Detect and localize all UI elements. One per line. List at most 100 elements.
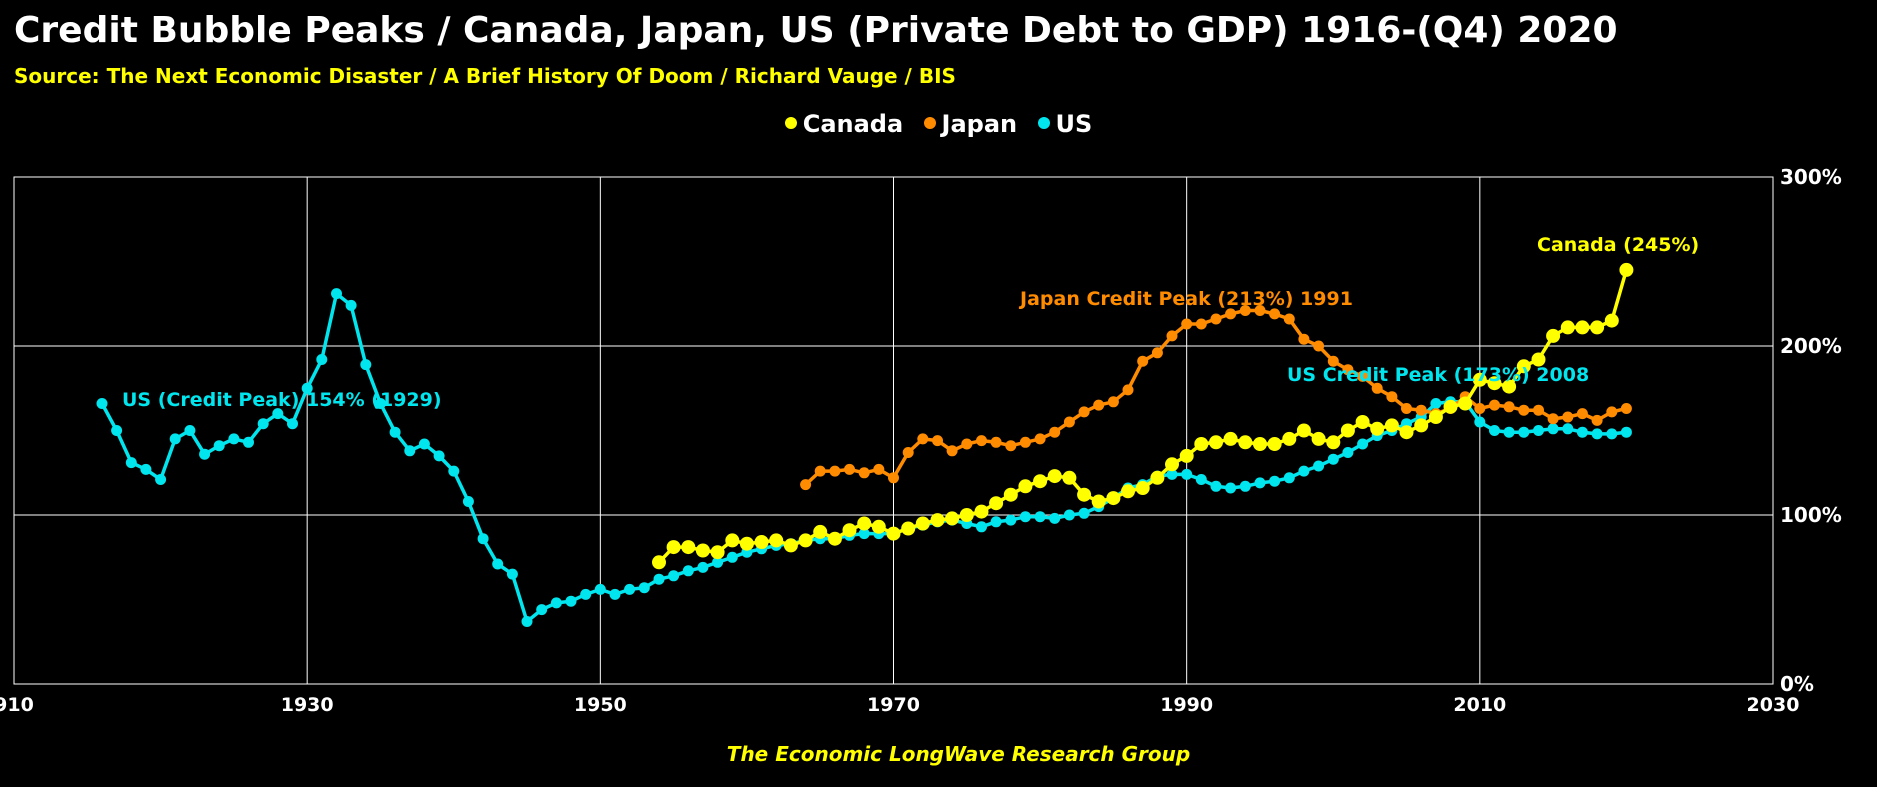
data-point-canada bbox=[1209, 435, 1223, 450]
data-point-japan bbox=[1606, 406, 1618, 418]
data-point-us bbox=[653, 573, 665, 585]
x-tick-label: 1970 bbox=[867, 694, 920, 716]
data-point-canada bbox=[871, 519, 886, 534]
data-point-japan bbox=[1620, 403, 1632, 414]
data-point-canada bbox=[754, 535, 769, 549]
data-point-canada bbox=[1443, 399, 1458, 414]
data-point-japan bbox=[917, 433, 929, 445]
data-point-japan bbox=[1225, 308, 1237, 320]
data-point-japan bbox=[1518, 404, 1530, 416]
data-point-us bbox=[184, 425, 196, 436]
data-point-us bbox=[1225, 482, 1237, 494]
data-point-us bbox=[404, 445, 416, 457]
legend-label-us: US bbox=[1055, 110, 1093, 138]
legend-item-japan: Japan bbox=[923, 110, 1018, 138]
x-tick-label: 1930 bbox=[281, 694, 334, 716]
data-point-us bbox=[213, 440, 225, 452]
data-point-japan bbox=[1049, 426, 1061, 438]
data-point-japan bbox=[1063, 416, 1075, 428]
data-point-us bbox=[462, 496, 474, 507]
data-point-canada bbox=[842, 523, 857, 538]
data-point-us bbox=[565, 595, 577, 607]
data-point-us bbox=[990, 516, 1002, 528]
data-point-japan bbox=[1093, 399, 1105, 411]
data-point-us bbox=[360, 359, 372, 371]
data-point-us bbox=[448, 465, 460, 477]
data-point-japan bbox=[1269, 308, 1281, 320]
data-point-japan bbox=[829, 465, 841, 477]
data-point-japan bbox=[1283, 313, 1295, 325]
data-point-canada bbox=[1033, 474, 1048, 489]
data-point-us bbox=[111, 425, 123, 436]
data-point-us bbox=[1327, 453, 1339, 465]
data-point-canada bbox=[1340, 423, 1355, 438]
data-point-canada bbox=[1091, 494, 1106, 509]
data-point-us bbox=[1489, 425, 1500, 436]
data-point-canada bbox=[1384, 418, 1399, 433]
data-point-canada bbox=[1370, 421, 1385, 436]
data-point-canada bbox=[739, 536, 754, 551]
data-point-canada bbox=[769, 533, 784, 548]
data-point-japan bbox=[888, 472, 899, 484]
data-point-canada bbox=[783, 538, 798, 553]
data-point-us bbox=[1269, 475, 1281, 487]
x-tick-label: 1990 bbox=[1160, 694, 1213, 716]
data-point-canada bbox=[915, 516, 930, 531]
data-point-canada bbox=[725, 533, 740, 548]
data-point-japan bbox=[1547, 413, 1559, 425]
data-point-us bbox=[1166, 468, 1178, 480]
data-point-canada bbox=[1472, 372, 1487, 387]
data-point-japan bbox=[1401, 403, 1412, 414]
series-line-japan bbox=[804, 308, 1627, 486]
data-point-canada bbox=[857, 516, 872, 531]
data-point-us bbox=[712, 556, 724, 568]
series-layer bbox=[96, 262, 1634, 627]
data-point-us bbox=[287, 418, 298, 430]
legend-marker-canada bbox=[784, 117, 797, 129]
data-point-canada bbox=[1150, 470, 1165, 485]
data-point-us bbox=[697, 561, 709, 573]
data-point-us bbox=[345, 299, 357, 311]
data-point-japan bbox=[1107, 396, 1119, 408]
data-point-us bbox=[1254, 477, 1266, 489]
data-point-us bbox=[1239, 480, 1251, 492]
data-point-us bbox=[243, 436, 254, 448]
data-point-canada bbox=[1428, 410, 1443, 424]
data-point-us bbox=[1078, 507, 1090, 519]
data-point-us bbox=[169, 433, 181, 445]
data-point-canada bbox=[1619, 262, 1634, 277]
legend-label-japan: Japan bbox=[941, 110, 1018, 138]
data-point-us bbox=[609, 588, 621, 600]
annotation-canada-2020: Canada (245%) bbox=[1537, 234, 1699, 256]
data-point-japan bbox=[1034, 433, 1046, 445]
data-point-canada bbox=[959, 508, 974, 522]
data-point-us bbox=[331, 288, 342, 300]
data-point-us bbox=[375, 398, 386, 409]
data-point-us bbox=[433, 450, 445, 462]
data-point-japan bbox=[873, 463, 885, 475]
data-point-canada bbox=[1282, 431, 1297, 446]
data-point-japan bbox=[1313, 340, 1325, 352]
data-point-us bbox=[1430, 398, 1442, 409]
series-japan bbox=[800, 305, 1632, 491]
data-point-canada bbox=[1502, 379, 1517, 394]
data-point-us bbox=[389, 426, 401, 438]
data-point-canada bbox=[1106, 491, 1121, 506]
data-point-us bbox=[125, 457, 137, 469]
data-point-japan bbox=[1371, 382, 1383, 394]
data-point-us bbox=[1049, 512, 1061, 524]
data-point-us bbox=[976, 521, 987, 533]
data-point-us bbox=[858, 528, 870, 540]
data-point-japan bbox=[1503, 401, 1515, 413]
data-point-us bbox=[1518, 426, 1530, 438]
data-point-japan bbox=[1298, 333, 1310, 345]
chart-title: Credit Bubble Peaks / Canada, Japan, US … bbox=[14, 10, 1618, 51]
data-point-us bbox=[1019, 511, 1031, 523]
data-point-us bbox=[536, 604, 548, 616]
series-canada bbox=[652, 262, 1634, 570]
legend-marker-us bbox=[1037, 117, 1050, 129]
data-point-canada bbox=[1399, 425, 1414, 440]
series-line-us bbox=[100, 291, 1627, 624]
